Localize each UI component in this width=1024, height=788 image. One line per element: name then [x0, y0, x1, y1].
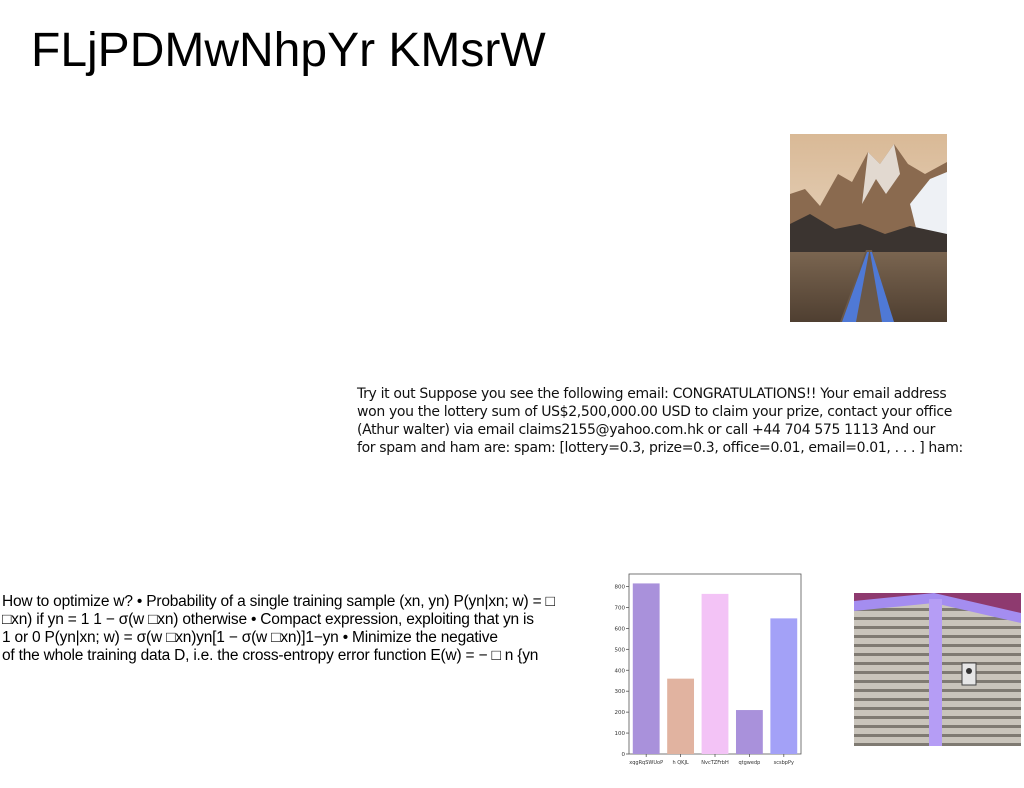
- y-tick-label: 200: [615, 710, 626, 716]
- y-tick-label: 800: [615, 585, 626, 591]
- y-tick-label: 400: [615, 668, 626, 674]
- bar: [667, 678, 695, 754]
- bar: [632, 583, 660, 754]
- y-tick-label: 600: [615, 626, 626, 632]
- spam-email-paragraph: Try it out Suppose you see the following…: [357, 385, 1017, 457]
- y-tick-label: 300: [615, 689, 626, 695]
- text-line: won you the lottery sum of US$2,500,000.…: [357, 404, 952, 420]
- y-tick-label: 500: [615, 647, 626, 653]
- text-line: □xn) if yn = 1 1 − σ(w □xn) otherwise • …: [2, 611, 534, 628]
- logistic-regression-paragraph: How to optimize w? • Probability of a si…: [2, 593, 602, 665]
- bar: [701, 593, 729, 754]
- x-tick-label: scsbpPy: [774, 760, 794, 766]
- text-line: 1 or 0 P(yn|xn; w) = σ(w □xn)yn[1 − σ(w …: [2, 629, 498, 646]
- building-facade-photo: [854, 593, 1021, 746]
- x-tick-label: h QKJL: [672, 760, 688, 766]
- x-tick-label: qtgwedp: [738, 760, 760, 766]
- bar-chart: 0 100 200 300 400 500 600 700 800 xqgRqSWUoP h QKJ…: [612, 570, 808, 770]
- mountain-road-photo: [790, 134, 947, 322]
- page-title: FLjPDMwNhpYr KMsrW: [31, 24, 546, 77]
- text-line: (Athur walter) via email claims2155@yaho…: [357, 422, 935, 438]
- y-tick-label: 0: [622, 752, 626, 758]
- x-tick-label: xqgRqSWUoP: [629, 760, 663, 766]
- text-line: Try it out Suppose you see the following…: [357, 386, 947, 402]
- y-tick-label: 100: [615, 731, 626, 737]
- bar-chart-svg: 0 100 200 300 400 500 600 700 800 xqgRqSWUoP h QKJ…: [615, 573, 802, 766]
- x-tick-label: NvcTZFrbH: [701, 760, 729, 766]
- text-line: for spam and ham are: spam: [lottery=0.3…: [357, 440, 963, 456]
- bar: [735, 710, 763, 754]
- text-line: How to optimize w? • Probability of a si…: [2, 593, 555, 610]
- text-line: of the whole training data D, i.e. the c…: [2, 647, 539, 664]
- bar: [770, 618, 798, 754]
- y-tick-label: 700: [615, 605, 626, 611]
